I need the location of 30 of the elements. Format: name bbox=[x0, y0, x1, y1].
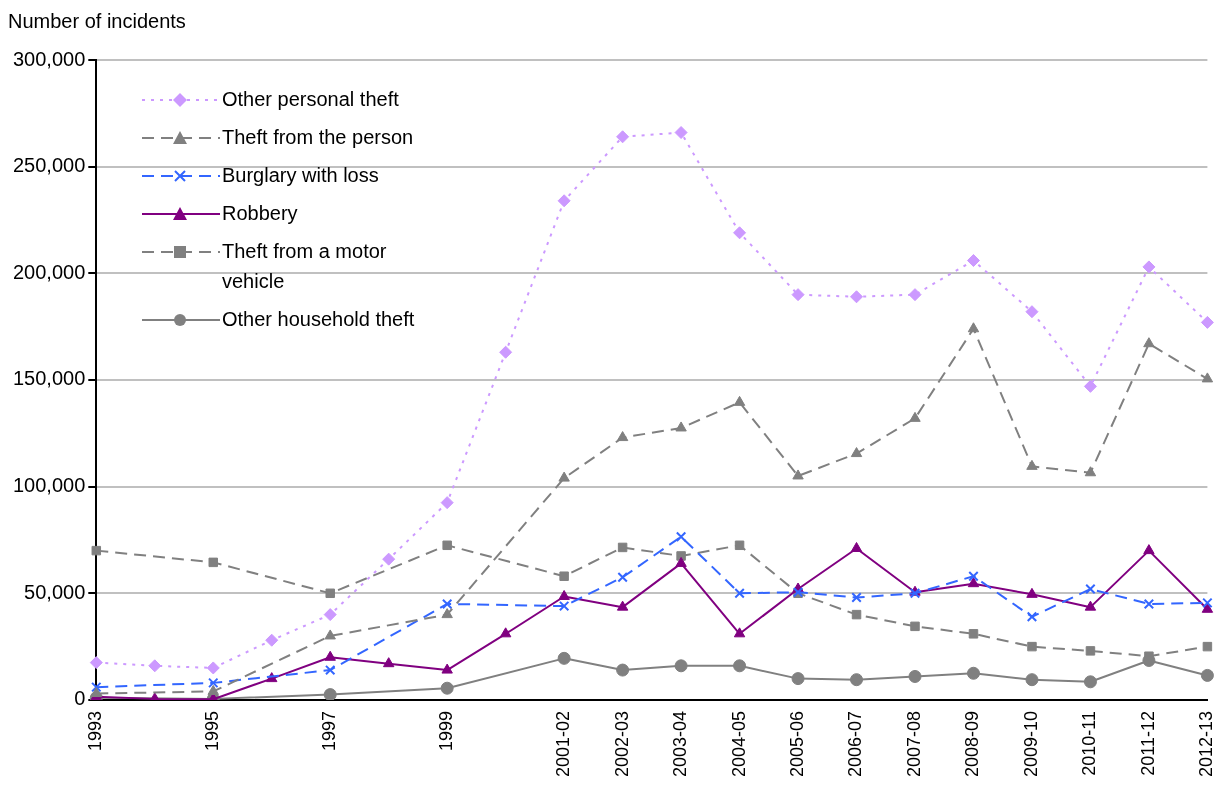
x-tick-label: 2008-09 bbox=[962, 710, 983, 777]
legend-label: Other household theft bbox=[222, 307, 416, 332]
y-tick-label: 150,000 bbox=[13, 367, 86, 390]
x-tick-label: 2004-05 bbox=[728, 710, 749, 777]
y-tick-label: 200,000 bbox=[13, 260, 86, 283]
x-tick-label: 2012-13 bbox=[1196, 710, 1217, 777]
legend-label: Burglary with loss bbox=[222, 163, 380, 188]
y-tick-label: 250,000 bbox=[13, 154, 86, 177]
legend-label: Theft from a motor vehicle bbox=[222, 239, 388, 294]
x-tick-label: 1993 bbox=[85, 710, 106, 751]
y-tick-label: 300,000 bbox=[13, 47, 86, 70]
x-tick-label: 2002-03 bbox=[611, 710, 632, 777]
legend-label: Other personal theft bbox=[222, 87, 400, 112]
x-tick-label: 2005-06 bbox=[787, 710, 808, 777]
y-tick-label: 100,000 bbox=[13, 474, 86, 497]
y-axis-title: Number of incidents bbox=[8, 10, 186, 33]
x-tick-label: 2001-02 bbox=[553, 710, 574, 777]
x-tick-label: 1997 bbox=[319, 710, 340, 751]
x-tick-label: 1999 bbox=[436, 710, 457, 751]
legend-label: Robbery bbox=[222, 201, 299, 226]
x-tick-label: 2010-11 bbox=[1079, 710, 1100, 776]
y-tick-label: 50,000 bbox=[24, 580, 86, 603]
x-tick-label: 2003-04 bbox=[670, 710, 691, 777]
x-tick-label: 2006-07 bbox=[845, 710, 866, 777]
x-tick-label: 2011-12 bbox=[1137, 710, 1158, 776]
legend-label: Theft from the person bbox=[222, 125, 415, 150]
y-tick-label: 0 bbox=[74, 687, 86, 710]
x-tick-label: 2009-10 bbox=[1020, 710, 1041, 777]
x-tick-label: 1995 bbox=[202, 710, 223, 751]
x-tick-label: 2007-08 bbox=[903, 710, 924, 777]
